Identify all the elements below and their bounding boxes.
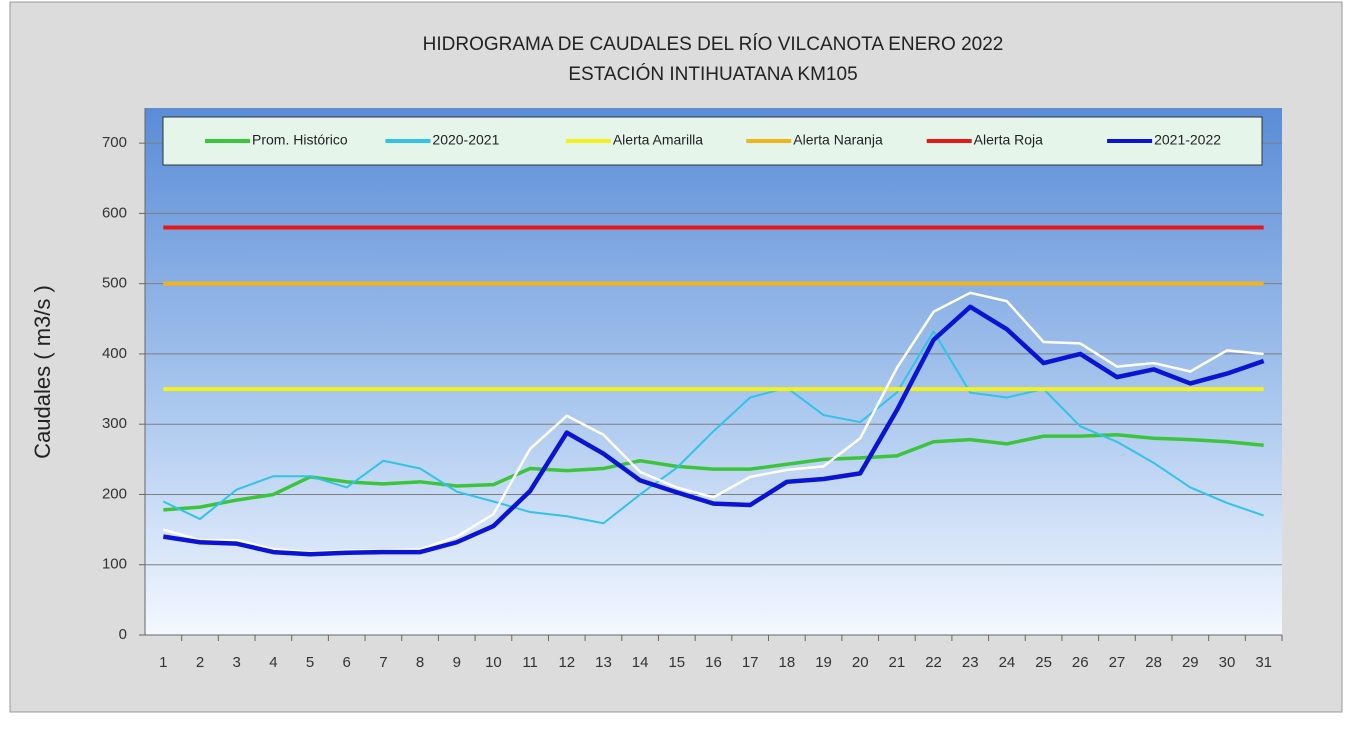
y-tick-label: 400 xyxy=(102,345,127,362)
x-tick-label: 28 xyxy=(1145,654,1162,671)
x-tick-label: 18 xyxy=(779,654,796,671)
x-tick-label: 17 xyxy=(742,654,759,671)
chart-subtitle: ESTACIÓN INTIHUATANA KM105 xyxy=(568,63,857,85)
legend-label: 2020-2021 xyxy=(432,132,499,148)
x-tick-label: 4 xyxy=(269,654,277,671)
plot-area xyxy=(145,108,1282,635)
y-tick-label: 700 xyxy=(102,134,127,151)
x-tick-label: 3 xyxy=(233,654,241,671)
x-tick-label: 30 xyxy=(1219,654,1236,671)
x-tick-label: 29 xyxy=(1182,654,1199,671)
x-tick-label: 14 xyxy=(632,654,649,671)
y-tick-label: 200 xyxy=(102,485,127,502)
y-tick-label: 600 xyxy=(102,204,127,221)
x-tick-label: 25 xyxy=(1035,654,1052,671)
x-tick-label: 21 xyxy=(889,654,906,671)
x-tick-label: 7 xyxy=(379,654,387,671)
y-tick-label: 100 xyxy=(102,556,127,573)
series-line xyxy=(163,432,1264,512)
legend-label: Prom. Histórico xyxy=(252,132,348,148)
x-tick-label: 22 xyxy=(925,654,942,671)
legend-label: Alerta Naranja xyxy=(793,132,883,148)
x-tick-label: 1 xyxy=(159,654,167,671)
y-tick-label: 300 xyxy=(102,415,127,432)
x-tick-label: 13 xyxy=(595,654,612,671)
x-tick-label: 31 xyxy=(1255,654,1272,671)
legend-label: 2021-2022 xyxy=(1154,132,1221,148)
x-tick-label: 23 xyxy=(962,654,979,671)
x-tick-label: 16 xyxy=(705,654,722,671)
x-tick-label: 6 xyxy=(343,654,351,671)
x-tick-label: 24 xyxy=(999,654,1016,671)
y-tick-label: 500 xyxy=(102,275,127,292)
x-tick-label: 20 xyxy=(852,654,869,671)
x-tick-label: 19 xyxy=(815,654,832,671)
x-tick-label: 12 xyxy=(558,654,575,671)
x-tick-label: 11 xyxy=(522,654,538,671)
series-line xyxy=(162,304,1265,557)
chart-title: HIDROGRAMA DE CAUDALES DEL RÍO VILCANOTA… xyxy=(423,34,1004,55)
x-tick-label: 8 xyxy=(416,654,424,671)
series-line xyxy=(162,330,1264,525)
x-tick-label: 10 xyxy=(485,654,502,671)
legend-box xyxy=(162,116,1263,166)
x-tick-label: 26 xyxy=(1072,654,1089,671)
y-axis-label: Caudales ( m3/s ) xyxy=(30,285,55,459)
x-tick-label: 5 xyxy=(306,654,314,671)
x-tick-label: 9 xyxy=(453,654,461,671)
x-tick-label: 2 xyxy=(196,654,204,671)
x-tick-label: 15 xyxy=(668,654,685,671)
legend-label: Alerta Amarilla xyxy=(613,132,703,148)
x-tick-label: 27 xyxy=(1109,654,1126,671)
legend-label: Alerta Roja xyxy=(974,132,1043,148)
y-tick-label: 0 xyxy=(119,626,127,643)
